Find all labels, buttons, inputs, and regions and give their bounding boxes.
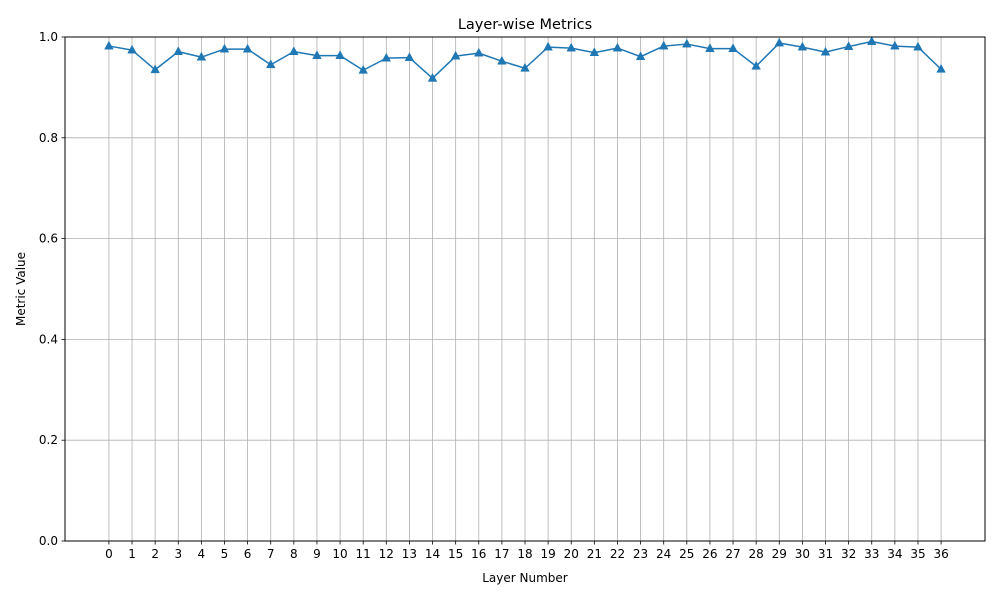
y-tick-label: 0.4 [39,332,58,346]
data-point-marker [335,50,345,60]
data-point-marker [219,43,230,53]
data-point-marker [450,50,461,60]
data-point-marker [566,42,576,52]
x-tick-label: 10 [332,547,347,561]
x-tick-label: 28 [749,547,764,561]
x-tick-label: 32 [841,547,856,561]
data-point-marker [682,38,692,48]
x-tick-label: 16 [471,547,486,561]
x-tick-label: 1 [128,547,136,561]
data-point-marker [474,47,484,57]
data-point-marker [797,41,808,51]
x-tick-label: 23 [633,547,648,561]
data-point-marker [820,46,831,56]
x-axis-label: Layer Number [482,571,568,585]
x-tick-label: 18 [517,547,532,561]
data-point-marker [312,50,322,60]
data-point-marker [104,40,114,50]
data-point-marker [497,55,507,65]
data-point-marker [705,43,715,52]
x-tick-label: 3 [174,547,182,561]
x-tick-label: 11 [356,547,371,561]
x-tick-label: 29 [772,547,787,561]
data-point-marker [173,46,184,55]
y-tick-label: 0.0 [39,534,58,548]
x-tick-label: 36 [933,547,948,561]
x-tick-label: 2 [151,547,159,561]
x-tick-label: 30 [795,547,810,561]
x-tick-label: 26 [702,547,717,561]
x-tick-label: 21 [587,547,602,561]
data-point-marker [843,41,854,50]
data-point-marker [265,59,276,69]
data-point-marker [635,51,646,61]
x-tick-label: 24 [656,547,671,561]
x-tick-label: 20 [564,547,579,561]
data-point-marker [242,43,253,53]
data-point-marker [289,46,299,55]
data-point-marker [381,52,392,62]
x-tick-label: 12 [379,547,394,561]
x-tick-label: 35 [910,547,925,561]
data-point-marker [404,52,415,62]
x-tick-label: 19 [540,547,555,561]
x-tick-label: 31 [818,547,833,561]
x-tick-label: 0 [105,547,113,561]
data-point-marker [196,51,207,61]
x-tick-label: 9 [313,547,321,561]
data-point-marker [913,41,923,51]
axes-group: 0 1 2 3 4 5 6 7 8 9 10 11 12 13 14 15 16 17 18 19 20 21 22 23 24… [39,30,949,561]
x-tick-label: 33 [864,547,879,561]
data-point-marker [612,42,623,52]
x-tick-label: 5 [221,547,229,561]
data-point-marker [728,43,738,52]
chart-title: Layer-wise Metrics [458,17,592,33]
x-tick-label: 4 [198,547,206,561]
x-tick-label: 6 [244,547,252,561]
x-tick-label: 13 [402,547,417,561]
data-point-marker [520,62,530,72]
data-point-marker [127,44,137,54]
x-tick-label: 15 [448,547,463,561]
x-tick-label: 22 [610,547,625,561]
y-tick-label: 1.0 [39,30,58,44]
data-point-marker [658,40,669,50]
series-group [104,36,946,82]
data-point-marker [866,36,877,45]
data-point-marker [358,64,368,74]
data-point-marker [751,60,761,70]
x-tick-label: 17 [494,547,509,561]
x-tick-label: 14 [425,547,440,561]
data-point-marker [150,64,160,74]
x-tick-label: 25 [679,547,694,561]
data-point-marker [543,41,553,51]
x-tick-label: 7 [267,547,275,561]
y-tick-label: 0.8 [39,131,58,145]
x-tick-label: 34 [887,547,902,561]
y-tick-label: 0.6 [39,232,58,246]
data-point-marker [427,73,438,82]
data-point-marker [589,47,600,56]
data-point-marker [890,40,900,50]
y-tick-label: 0.2 [39,433,58,447]
x-tick-label: 8 [290,547,298,561]
x-tick-label: 27 [725,547,740,561]
y-axis-label: Metric Value [14,252,28,326]
data-point-marker [936,63,946,73]
data-point-marker [774,37,785,47]
